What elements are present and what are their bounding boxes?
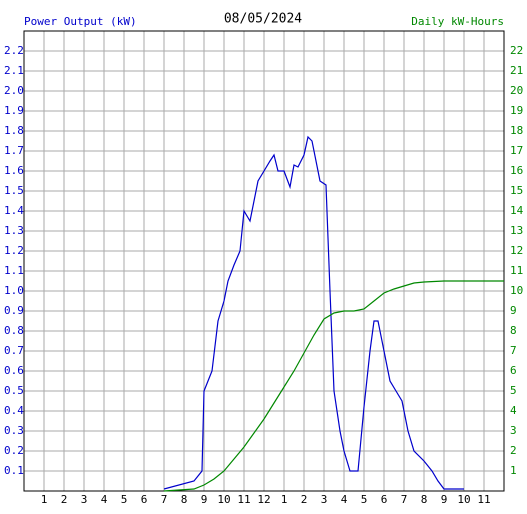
y2-tick-label: 17 [510,144,523,157]
x-tick-label: 7 [401,493,408,506]
y2-tick-label: 3 [510,424,517,437]
y2-tick-label: 2 [510,444,517,457]
y2-tick-label: 7 [510,344,517,357]
y2-tick-label: 6 [510,364,517,377]
x-tick-label: 8 [421,493,428,506]
y-tick-label: 0.6 [4,364,24,377]
y2-tick-label: 10 [510,284,523,297]
y2-tick-label: 11 [510,264,523,277]
x-tick-label: 8 [181,493,188,506]
series-line [163,280,504,492]
x-tick-label: 6 [141,493,148,506]
y-tick-label: 0.8 [4,324,24,337]
y2-tick-label: 4 [510,404,517,417]
x-tick-label: 9 [441,493,448,506]
y2-axis-label: Daily kW-Hours [411,15,504,28]
x-tick-label: 3 [81,493,88,506]
y2-tick-label: 20 [510,84,523,97]
y-tick-label: 0.4 [4,404,24,417]
y2-tick-label: 5 [510,384,517,397]
y-tick-label: 1.9 [4,104,24,117]
x-tick-label: 5 [121,493,128,506]
y2-tick-label: 9 [510,304,517,317]
x-tick-label: 9 [201,493,208,506]
y2-tick-label: 19 [510,104,523,117]
x-tick-label: 1 [281,493,288,506]
y-tick-label: 0.9 [4,304,24,317]
x-tick-label: 4 [341,493,348,506]
y2-tick-label: 13 [510,224,523,237]
y-tick-label: 2.1 [4,64,24,77]
x-tick-label: 1 [41,493,48,506]
y-tick-label: 0.5 [4,384,24,397]
y2-tick-label: 22 [510,44,523,57]
y-tick-label: 2.0 [4,84,24,97]
x-tick-label: 5 [361,493,368,506]
y-tick-label: 1.6 [4,164,24,177]
y2-tick-label: 21 [510,64,523,77]
y-tick-label: 0.7 [4,344,24,357]
y-tick-label: 1.7 [4,144,24,157]
x-tick-label: 10 [457,493,470,506]
x-tick-label: 10 [217,493,230,506]
y-tick-label: 1.1 [4,264,24,277]
y-tick-label: 1.3 [4,224,24,237]
x-tick-label: 2 [61,493,68,506]
y-tick-label: 0.1 [4,464,24,477]
y-tick-label: 1.8 [4,124,24,137]
x-tick-label: 11 [237,493,250,506]
y2-tick-label: 16 [510,164,523,177]
series-line [163,135,464,490]
x-tick-label: 4 [101,493,108,506]
y-tick-label: 0.2 [4,444,24,457]
x-tick-label: 7 [161,493,168,506]
y-tick-label: 0.3 [4,424,24,437]
x-tick-label: 6 [381,493,388,506]
x-tick-label: 11 [477,493,490,506]
y-tick-label: 1.0 [4,284,24,297]
y2-tick-label: 12 [510,244,523,257]
x-tick-label: 2 [301,493,308,506]
plot-border [23,30,505,492]
y2-tick-label: 1 [510,464,517,477]
y-tick-label: 2.2 [4,44,24,57]
y2-tick-label: 14 [510,204,524,217]
y2-tick-label: 18 [510,124,523,137]
y-tick-label: 1.2 [4,244,24,257]
x-tick-label: 12 [257,493,270,506]
x-tick-label: 3 [321,493,328,506]
y-tick-label: 1.5 [4,184,24,197]
chart-title: 08/05/2024 [224,12,302,27]
y2-tick-label: 8 [510,324,517,337]
y-tick-label: 1.4 [4,204,24,217]
y-axis-label: Power Output (kW) [24,15,137,28]
y2-tick-label: 15 [510,184,523,197]
